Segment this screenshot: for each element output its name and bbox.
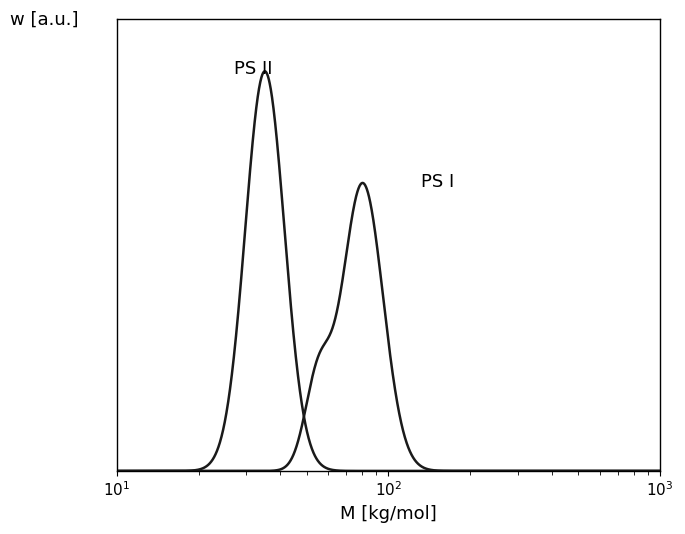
X-axis label: M [kg/mol]: M [kg/mol]	[340, 505, 437, 523]
Text: PS I: PS I	[421, 173, 454, 191]
Text: PS II: PS II	[234, 60, 272, 78]
Text: w [a.u.]: w [a.u.]	[10, 10, 79, 28]
